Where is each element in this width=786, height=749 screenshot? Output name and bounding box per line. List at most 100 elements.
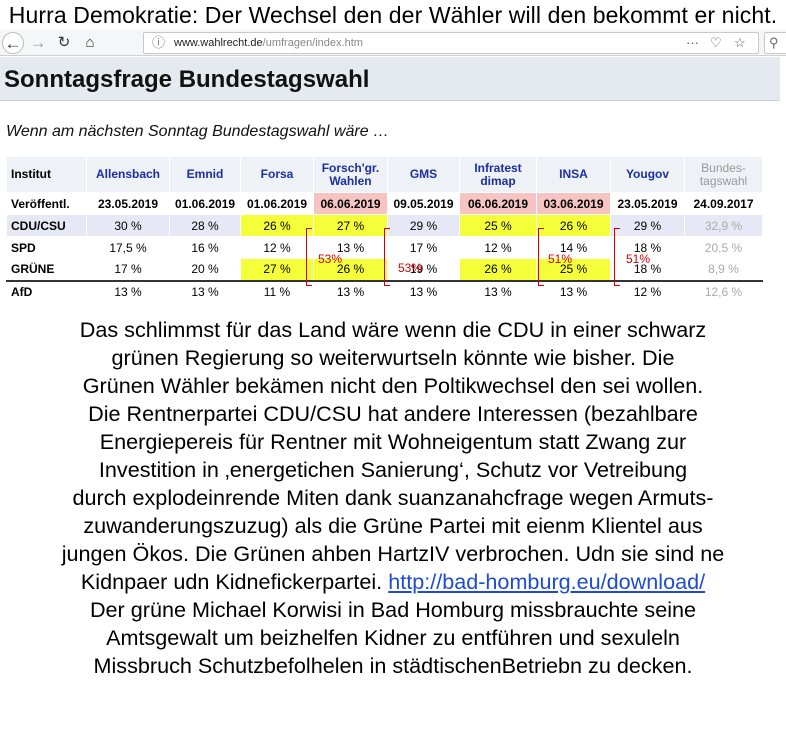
search-box[interactable]: ⚲: [764, 32, 786, 54]
back-arrow-icon[interactable]: ←: [2, 32, 24, 54]
download-link[interactable]: http://bad-homburg.eu/download/: [388, 569, 706, 594]
text-line-prefix: Kidnpaer udn Kidnefickerpartei.: [80, 569, 389, 594]
table-cell: 17,5 %: [86, 236, 170, 259]
annotation-sum: 53%: [318, 252, 343, 266]
table-cell: 12 %: [459, 236, 537, 259]
annotation-bracket: [614, 228, 620, 286]
poll-table: Institut Allensbach Emnid Forsa Forsch'g…: [6, 156, 763, 303]
table-cell: 11 %: [240, 279, 314, 303]
header-institut: Institut: [6, 156, 87, 193]
header-forsa[interactable]: Forsa: [240, 156, 314, 193]
table-cell: 28 %: [169, 214, 241, 237]
header-emnid[interactable]: Emnid: [169, 156, 241, 193]
header-label-2: Wahlen: [329, 173, 372, 188]
browser-toolbar: ← → ↻ ⌂ ⓘ www.wahlrecht.de/umfragen/inde…: [0, 30, 786, 56]
table-cell: 26 %: [536, 214, 611, 237]
table-cell: 13 %: [313, 236, 388, 259]
header-label: Infratest: [474, 160, 522, 175]
pocket-icon[interactable]: ♡: [710, 35, 722, 50]
text-line: Missbruch Schutzbefolhelen in städtische…: [93, 653, 693, 678]
site-info-icon[interactable]: ⓘ: [152, 35, 166, 50]
address-url[interactable]: www.wahlrecht.de/umfragen/index.htm: [174, 33, 363, 53]
annotation-bracket: [538, 228, 544, 286]
table-cell: 13 %: [459, 279, 537, 303]
text-line: Amtsgewalt um beizhelfen Kidner zu entfü…: [106, 625, 680, 650]
header-gms[interactable]: GMS: [387, 156, 460, 193]
header-label: Forsch'gr.: [321, 160, 380, 175]
text-line-with-link: Kidnpaer udn Kidnefickerpartei. http://b…: [4, 568, 782, 596]
text-line: Das schlimmst für das Land wäre wenn die…: [79, 317, 707, 342]
reload-icon[interactable]: ↻: [57, 34, 71, 51]
header-forschungsgruppe[interactable]: Forsch'gr. Wahlen: [313, 156, 388, 193]
image-caption: Hurra Demokratie: Der Wechsel den der Wä…: [8, 2, 778, 28]
table-cell: 12 %: [240, 236, 314, 259]
row-label[interactable]: CDU/CSU: [6, 214, 87, 237]
page-header: Sonntagsfrage Bundestagswahl: [0, 57, 780, 101]
text-line: zuwanderungszuzug) als die Grüne Partei …: [83, 513, 703, 538]
home-icon[interactable]: ⌂: [85, 34, 95, 51]
row-label[interactable]: SPD: [6, 236, 87, 259]
page-subtitle: Wenn am nächsten Sonntag Bundestagswahl …: [6, 123, 390, 140]
header-label: Bundes-: [701, 160, 746, 175]
text-line: durch explodeinrende Miten dank suanzana…: [72, 485, 714, 510]
table-cell: 18 %: [610, 236, 685, 259]
table-cell: 25 %: [459, 214, 537, 237]
text-line: Die Rentnerpartei CDU/CSU hat andere Int…: [88, 401, 698, 426]
table-row-spd: SPD 17,5 % 16 % 12 % 13 % 17 % 12 % 14 %…: [6, 236, 763, 259]
table-row-gruene: GRÜNE 17 % 20 % 27 % 26 % 19 % 26 % 25 %…: [6, 258, 763, 281]
table-cell: 17 %: [387, 236, 460, 259]
header-bundestagswahl[interactable]: Bundes-tagswahl: [684, 156, 763, 193]
table-cell: 13 %: [387, 279, 460, 303]
header-yougov[interactable]: Yougov: [610, 156, 685, 193]
table-cell: 09.05.2019: [387, 192, 460, 215]
url-domain: www.wahlrecht.de: [174, 37, 263, 49]
annotation-sum: 53%: [398, 261, 423, 275]
annotation-bracket: [384, 228, 390, 286]
header-label: INSA: [559, 167, 588, 181]
table-cell: 06.06.2019: [313, 192, 388, 215]
header-insa[interactable]: INSA: [536, 156, 611, 193]
web-page: Sonntagsfrage Bundestagswahl Wenn am näc…: [0, 57, 780, 313]
table-cell: 12,6 %: [684, 279, 763, 303]
table-cell: 13 %: [86, 279, 170, 303]
page-actions-icon[interactable]: ···: [686, 35, 699, 50]
table-cell: 13 %: [169, 279, 241, 303]
table-cell: 13 %: [313, 279, 388, 303]
header-label: Forsa: [260, 167, 294, 181]
commentary-text: Das schlimmst für das Land wäre wenn die…: [4, 316, 782, 746]
table-cell: 01.06.2019: [240, 192, 314, 215]
table-cell: 32,9 %: [684, 214, 763, 237]
text-line: Investition in ‚energetichen Sanierung‘,…: [98, 457, 688, 482]
header-label: Emnid: [186, 167, 224, 181]
table-cell: 29 %: [610, 214, 685, 237]
annotation-sum: 51%: [548, 252, 573, 266]
table-cell: 16 %: [169, 236, 241, 259]
header-label: Yougov: [625, 167, 670, 181]
address-bar[interactable]: ⓘ www.wahlrecht.de/umfragen/index.htm ··…: [143, 32, 759, 54]
header-allensbach[interactable]: Allensbach: [86, 156, 170, 193]
table-cell: 27 %: [313, 214, 388, 237]
table-cell: 20 %: [169, 258, 241, 281]
table-cell: 24.09.2017: [684, 192, 763, 215]
header-label-2: dimap: [480, 173, 516, 188]
header-label: GMS: [409, 167, 438, 181]
forward-arrow-icon[interactable]: →: [29, 33, 47, 52]
row-label[interactable]: GRÜNE: [6, 258, 87, 281]
header-label-2: tagswahl: [699, 173, 748, 188]
table-row-published: Veröffentl. 23.05.2019 01.06.2019 01.06.…: [6, 192, 763, 215]
table-cell: 18 %: [610, 258, 685, 281]
annotation-bracket: [306, 228, 312, 286]
table-cell: 06.06.2019: [459, 192, 537, 215]
text-line: Energiepereis für Rentner mit Wohneigent…: [99, 429, 687, 454]
text-line: jungen Ökos. Die Grünen ahben HartzIV ve…: [61, 541, 725, 566]
text-line: grünen Regierung so weiterwurtseln könnt…: [111, 345, 675, 370]
table-cell: 12 %: [610, 279, 685, 303]
header-infratest[interactable]: Infratest dimap: [459, 156, 537, 193]
header-label: Allensbach: [95, 167, 161, 181]
bookmark-star-icon[interactable]: ☆: [734, 35, 746, 50]
row-label[interactable]: AfD: [6, 279, 87, 303]
url-path: /umfragen/index.htm: [262, 37, 363, 49]
row-label: Veröffentl.: [6, 192, 87, 215]
text-line: Grünen Wähler bekämen nicht den Poltikwe…: [82, 373, 704, 398]
table-row-cdu: CDU/CSU 30 % 28 % 26 % 27 % 29 % 25 % 26…: [6, 214, 763, 237]
